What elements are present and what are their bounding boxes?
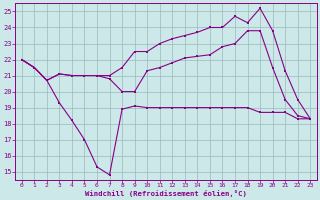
X-axis label: Windchill (Refroidissement éolien,°C): Windchill (Refroidissement éolien,°C) xyxy=(85,190,247,197)
